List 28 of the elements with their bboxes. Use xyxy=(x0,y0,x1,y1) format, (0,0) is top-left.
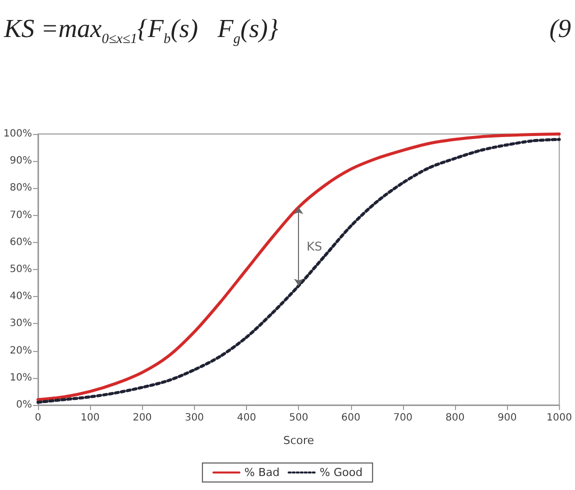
y-tick-label: 40% xyxy=(10,291,32,302)
x-tick-label: 900 xyxy=(498,412,517,424)
y-tick-label: 50% xyxy=(10,264,32,275)
y-tick-label: 70% xyxy=(10,210,32,221)
y-tick-label: 20% xyxy=(10,345,32,356)
x-tick-label: 200 xyxy=(132,412,152,424)
x-tick-label: 100 xyxy=(80,412,100,424)
x-axis-title: Score xyxy=(283,434,314,447)
annotation: KS xyxy=(306,239,322,254)
x-tick-label: 500 xyxy=(289,412,308,424)
x-tick-label: 400 xyxy=(236,412,256,424)
chart-title: KS =max$_{0≤x≤1}${F$_{b}$(s) F$_{g}$(s)} xyxy=(4,14,278,48)
y-tick-label: 90% xyxy=(10,156,32,167)
y-tick-label: 0% xyxy=(16,400,32,410)
y-tick-label: 80% xyxy=(10,182,32,194)
legend-label: % Bad xyxy=(244,466,280,479)
y-tick-label: 100% xyxy=(3,128,32,140)
x-tick-label: 300 xyxy=(184,412,204,424)
x-tick-label: 700 xyxy=(393,412,412,424)
x-tick-label: 600 xyxy=(341,412,360,424)
text: (9 xyxy=(549,14,571,44)
x-tick-label: 0 xyxy=(34,412,42,424)
x-tick-label: 1000 xyxy=(546,412,572,424)
y-tick-label: 10% xyxy=(10,372,32,384)
x-tick-label: 800 xyxy=(445,412,465,424)
y-tick-label: 30% xyxy=(10,318,32,330)
legend-label: % Good xyxy=(320,466,363,479)
y-tick-label: 60% xyxy=(10,236,32,248)
